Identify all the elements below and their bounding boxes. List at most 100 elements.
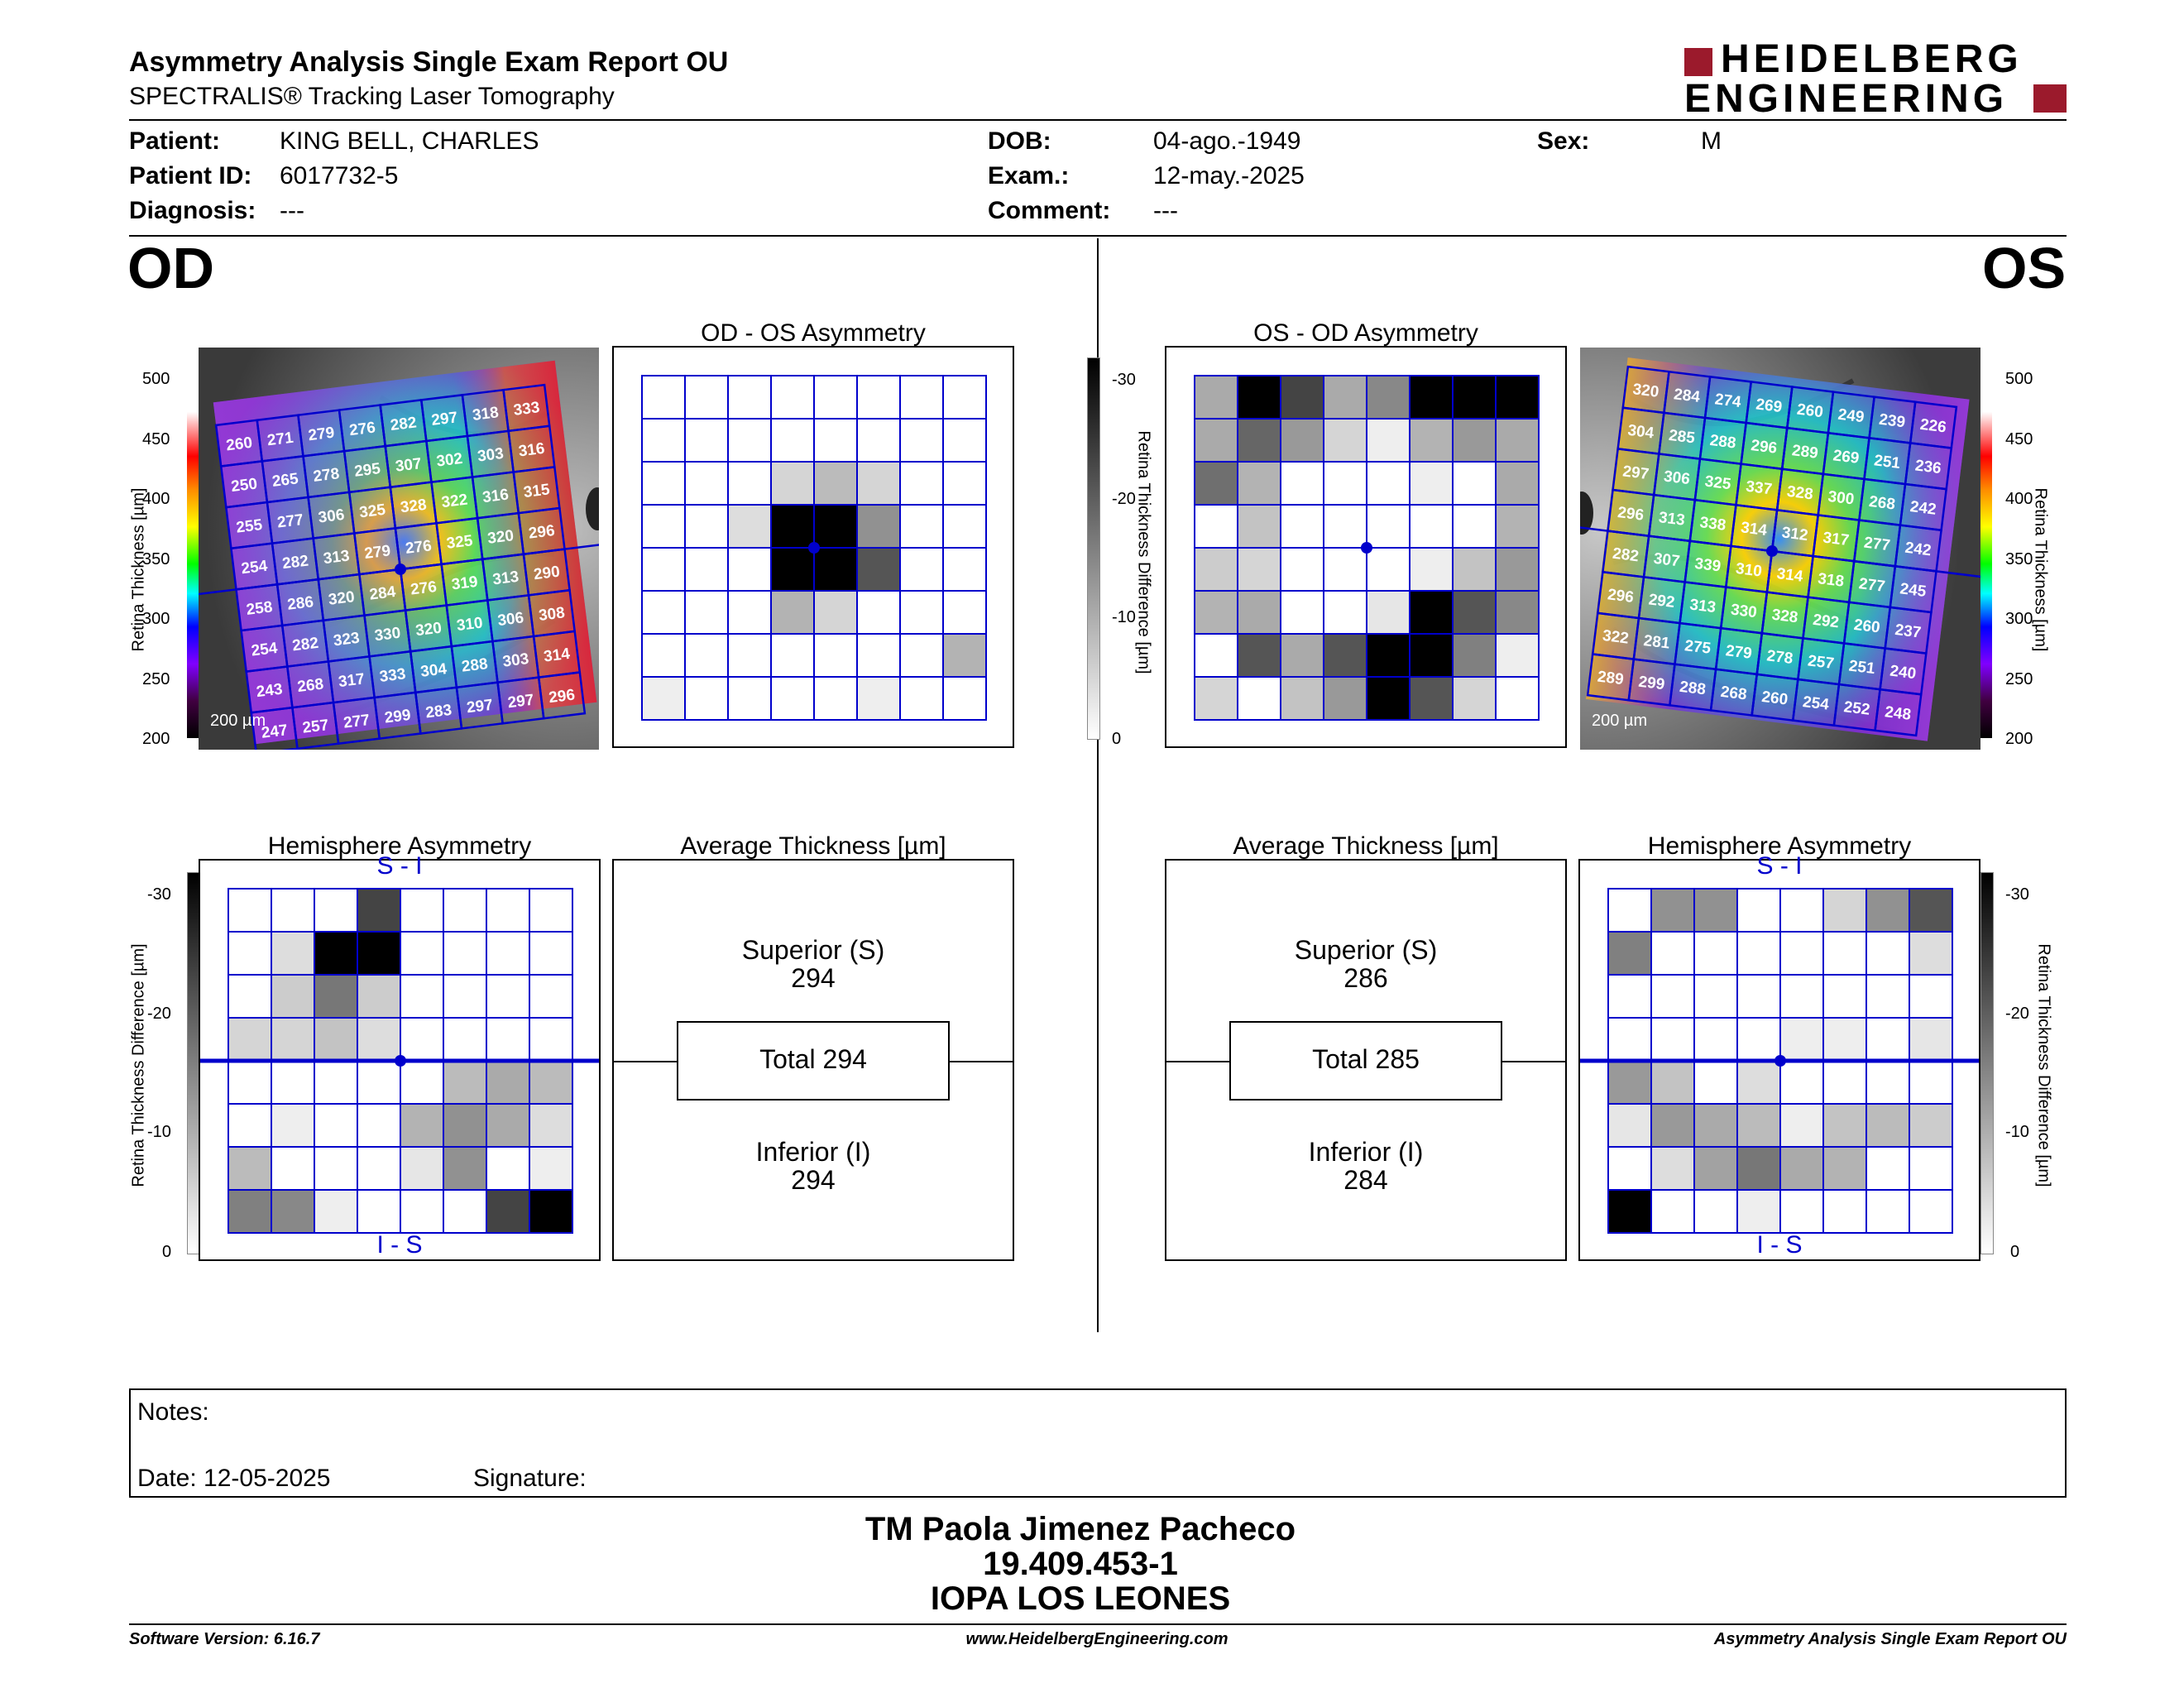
grid-cell [1194, 590, 1238, 635]
thickness-grid-group: 320 284 274 269 260 249 239 226 304 285 288 296 289 2… [1580, 365, 1980, 737]
thickness-value: 276 [348, 419, 376, 439]
thickness-value: 296 [1607, 586, 1635, 607]
thickness-value: 337 [1745, 478, 1773, 499]
od-thickness-colorbar [187, 367, 199, 738]
os-thickness-colorbar [1980, 367, 1992, 738]
grid-cell [1409, 676, 1454, 721]
header-divider [129, 119, 2067, 121]
grid-cell [1736, 974, 1781, 1019]
od-hemi-grid [200, 888, 599, 1234]
os-hemi-panel: S - I I - S [1578, 852, 1980, 1261]
tick: -10 [1112, 608, 1136, 626]
grid-cell [856, 375, 901, 420]
thickness-value: 333 [513, 399, 541, 420]
grid-cell [1194, 375, 1238, 420]
grid-cell [1409, 375, 1454, 420]
grid-cell [1452, 504, 1497, 549]
grid-cell [486, 974, 530, 1019]
tick: 0 [2010, 1243, 2020, 1261]
od-hemi-axis-label: Retina Thickness Difference [µm] [129, 943, 148, 1187]
grid-cell [1779, 1060, 1824, 1105]
thickness-value: 313 [1658, 509, 1686, 530]
grid-cell [856, 676, 901, 721]
thickness-value: 314 [543, 645, 571, 666]
sex-value: M [1701, 127, 1722, 155]
thickness-value: 260 [225, 434, 253, 455]
thickness-value: 279 [307, 424, 335, 445]
grid-cell [1495, 504, 1540, 549]
od-inferior-value: 294 [791, 1165, 836, 1195]
grid-cell [271, 1017, 315, 1062]
grid-cell [684, 461, 729, 506]
thickness-value: 333 [379, 665, 407, 686]
thickness-value: 248 [1884, 703, 1912, 724]
website-link[interactable]: www.HeidelbergEngineering.com [965, 1630, 1228, 1648]
thickness-value: 245 [1899, 580, 1927, 601]
grid-cell [641, 633, 686, 678]
grid-cell [813, 375, 858, 420]
grid-cell [1452, 676, 1497, 721]
notes-box[interactable]: Notes: Date: 12-05-2025 Signature: [129, 1388, 2067, 1498]
grid-cell [314, 974, 358, 1019]
grid-cell [942, 375, 987, 420]
os-hemi-top-label: S - I [1756, 852, 1803, 880]
grid-cell [1650, 931, 1695, 976]
grid-cell [357, 1060, 401, 1105]
grid-cell [1409, 504, 1454, 549]
grid-cell [486, 888, 530, 933]
thickness-value: 310 [1735, 560, 1763, 581]
thickness-value: 282 [1612, 545, 1640, 566]
od-hemi-bottom-label: I - S [376, 1231, 423, 1259]
grid-cell [899, 418, 944, 463]
patient-id: 6017732-5 [280, 162, 399, 189]
grid-cell [942, 676, 987, 721]
grid-cell [684, 676, 729, 721]
grid-cell [770, 547, 815, 592]
od-superior-label: Superior (S) [741, 935, 885, 965]
grid-cell [1280, 547, 1324, 592]
grid-cell [856, 590, 901, 635]
os-asym-grid [1194, 375, 1540, 721]
grid-cell [641, 461, 686, 506]
grid-cell [314, 931, 358, 976]
grid-cell [486, 1060, 530, 1105]
thickness-value: 328 [400, 496, 428, 517]
grid-cell [1736, 1017, 1781, 1062]
thickness-value: 312 [1781, 524, 1809, 544]
grid-cell [1452, 375, 1497, 420]
grid-cell [1495, 461, 1540, 506]
grid-cell [1495, 676, 1540, 721]
grid-cell [1452, 547, 1497, 592]
grid-cell [1366, 676, 1410, 721]
grid-cell [899, 590, 944, 635]
thickness-value: 296 [528, 522, 556, 543]
grid-cell [1822, 1146, 1867, 1191]
report-title: Asymmetry Analysis Single Exam Report OU [129, 46, 729, 78]
fovea-marker [395, 1055, 406, 1067]
grid-cell [486, 1103, 530, 1148]
thickness-value: 250 [230, 475, 258, 496]
grid-cell [1822, 1060, 1867, 1105]
thickness-value: 297 [466, 697, 494, 717]
thickness-value: 297 [507, 692, 535, 712]
grid-cell [727, 633, 772, 678]
patient-label: Patient: [129, 127, 221, 155]
tick: 200 [2005, 730, 2033, 748]
thickness-value: 269 [1755, 396, 1783, 416]
od-superior-value: 294 [791, 963, 836, 993]
grid-cell [1409, 418, 1454, 463]
thickness-value: 315 [523, 481, 551, 501]
diagnosis-label: Diagnosis: [129, 197, 256, 224]
thickness-value: 289 [1597, 669, 1625, 689]
thickness-value: 306 [1663, 468, 1691, 488]
grid-cell [529, 931, 573, 976]
grid-cell [1866, 1146, 1910, 1191]
os-inferior-label: Inferior (I) [1308, 1137, 1424, 1167]
thickness-value: 296 [1750, 437, 1778, 458]
grid-cell [727, 418, 772, 463]
grid-cell [684, 504, 729, 549]
grid-cell [228, 931, 272, 976]
grid-cell [641, 375, 686, 420]
grid-cell [1452, 633, 1497, 678]
grid-cell [641, 504, 686, 549]
